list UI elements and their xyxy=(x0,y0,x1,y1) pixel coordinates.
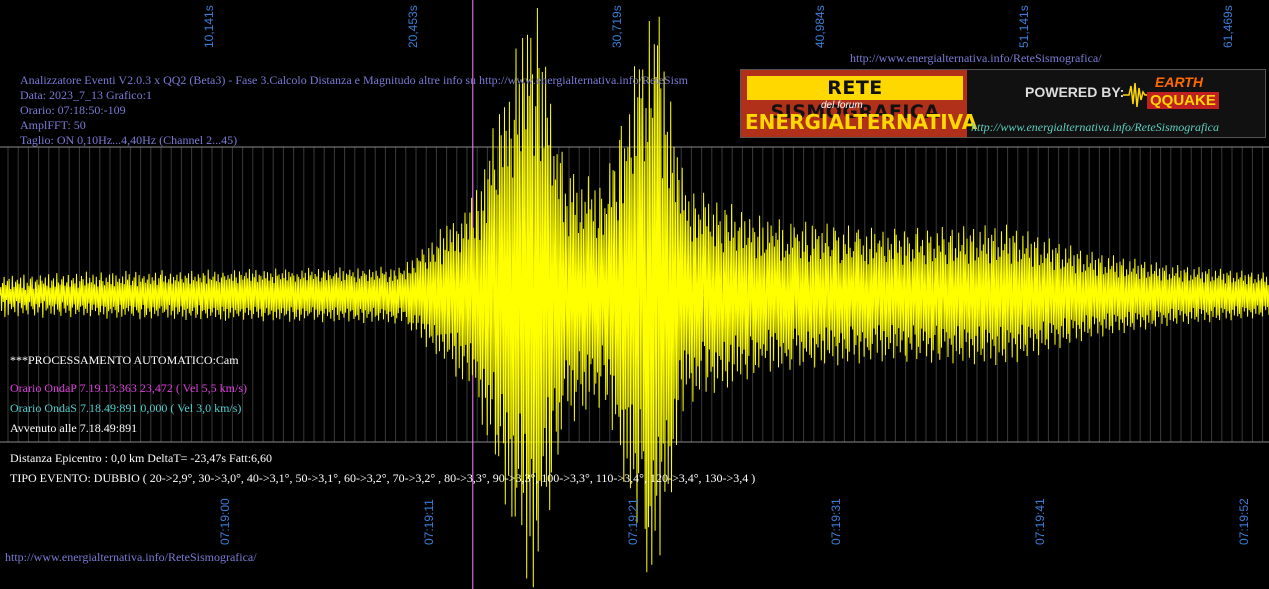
logo-forum: del forum xyxy=(821,100,863,111)
bottom-tick-label: 07:19:41 xyxy=(1033,498,1047,545)
onda-s-time: Orario OndaS 7.18.49:891 0,000 ( Vel 3,0… xyxy=(10,401,242,415)
top-tick-label: 10,141s xyxy=(202,5,216,48)
info-time: Orario: 07:18:50:-109 xyxy=(20,103,126,117)
rete-sismografica-logo: RETE SISMOGRAFICA del forum ENERGIALTERN… xyxy=(740,69,1266,138)
seismic-trace xyxy=(0,7,1269,588)
onda-p-time: Orario OndaP 7.19.13:363 23,472 ( Vel 5,… xyxy=(10,381,247,395)
logo-name: ENERGIALTERNATIVA xyxy=(745,110,978,134)
top-tick-label: 40,984s xyxy=(813,5,827,48)
top-url-link[interactable]: http://www.energialternativa.info/ReteSi… xyxy=(850,51,1102,65)
info-filter: Taglio: ON 0,10Hz...4,40Hz (Channel 2...… xyxy=(20,133,238,147)
top-tick-label: 61,469s xyxy=(1221,5,1235,48)
logo-title: RETE SISMOGRAFICA xyxy=(747,76,963,123)
avvenuto-time: Avvenuto alle 7.18.49:891 xyxy=(10,421,138,435)
top-tick-label: 51,141s xyxy=(1017,5,1031,48)
seismo-wave-icon xyxy=(1123,82,1153,108)
bottom-tick-label: 07:19:11 xyxy=(422,499,436,545)
logo-earth: EARTH xyxy=(1155,74,1203,90)
top-tick-label: 20,453s xyxy=(406,5,420,48)
logo-powered-by: POWERED BY: xyxy=(1025,84,1125,100)
bottom-tick-label: 07:19:21 xyxy=(626,498,640,545)
info-date: Data: 2023_7_13 Grafico:1 xyxy=(20,88,152,102)
tipo-evento: TIPO EVENTO: DUBBIO ( 20->2,9°, 30->3,0°… xyxy=(10,471,756,485)
bottom-tick-label: 07:19:00 xyxy=(218,498,232,545)
logo-quake: QQUAKE xyxy=(1147,92,1219,109)
top-tick-label: 30,719s xyxy=(610,5,624,48)
bottom-url-link[interactable]: http://www.energialternativa.info/ReteSi… xyxy=(5,550,257,564)
logo-url[interactable]: http://www.energialternativa.info/ReteSi… xyxy=(971,120,1219,134)
analyzer-title: Analizzatore Eventi V2.0.3 x QQ2 (Beta3)… xyxy=(20,73,688,87)
distanza-epicentro: Distanza Epicentro : 0,0 km DeltaT= -23,… xyxy=(10,451,273,465)
info-ampl: AmplFFT: 50 xyxy=(20,118,86,132)
bottom-tick-label: 07:19:52 xyxy=(1237,498,1251,545)
auto-processing-label: ***PROCESSAMENTO AUTOMATICO:Cam xyxy=(10,353,239,367)
bottom-tick-label: 07:19:31 xyxy=(829,498,843,545)
